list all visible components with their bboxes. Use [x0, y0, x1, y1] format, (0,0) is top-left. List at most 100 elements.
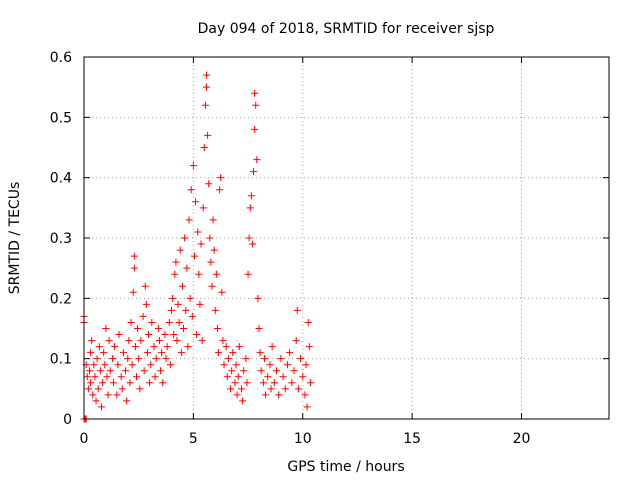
data-point — [155, 337, 163, 345]
data-point — [242, 355, 250, 363]
y-tick-labels: 0 0.1 0.2 0.3 0.4 0.5 0.6 — [50, 50, 72, 428]
data-point — [203, 71, 210, 79]
data-point — [93, 355, 101, 363]
data-point — [189, 162, 197, 170]
data-point — [297, 355, 305, 363]
data-point — [92, 397, 100, 405]
data-point — [105, 337, 113, 345]
data-point — [257, 367, 265, 375]
data-point — [131, 343, 139, 351]
data-point — [224, 355, 232, 363]
data-point — [306, 379, 314, 387]
data-point — [151, 373, 159, 381]
data-point — [96, 367, 104, 375]
data-point — [270, 379, 278, 387]
data-point — [201, 101, 209, 109]
data-point — [157, 367, 165, 375]
data-point — [239, 397, 247, 405]
data-point — [240, 367, 248, 375]
data-point — [196, 300, 204, 308]
data-point — [235, 343, 243, 351]
data-point — [252, 101, 260, 109]
data-point — [290, 367, 298, 375]
data-point — [222, 343, 230, 351]
data-point — [128, 361, 136, 369]
data-point — [206, 234, 214, 242]
data-point — [187, 186, 195, 194]
data-point — [108, 355, 116, 363]
data-point — [161, 331, 169, 339]
data-point — [171, 270, 179, 278]
data-point — [135, 355, 143, 363]
data-point — [286, 349, 294, 357]
data-point — [198, 337, 206, 345]
data-point — [89, 391, 97, 399]
data-point — [100, 349, 108, 357]
data-point — [205, 180, 213, 188]
data-point — [184, 343, 192, 351]
data-point — [254, 294, 262, 302]
data-point — [177, 349, 185, 357]
data-point — [188, 312, 196, 320]
scatter-points — [80, 71, 314, 423]
data-point — [119, 349, 127, 357]
data-point — [154, 325, 162, 332]
data-point — [85, 367, 93, 375]
data-point — [244, 270, 252, 278]
x-axis-label: GPS time / hours — [287, 459, 404, 475]
data-point — [103, 373, 111, 381]
data-point — [209, 216, 217, 224]
data-point — [145, 331, 153, 339]
data-point — [186, 294, 194, 302]
data-point — [268, 343, 276, 351]
data-point — [183, 264, 191, 272]
data-point — [101, 361, 109, 369]
data-point — [127, 318, 135, 326]
data-point — [260, 355, 268, 363]
y-tick-label: 0.3 — [50, 231, 72, 247]
data-point — [245, 234, 253, 242]
data-point — [90, 361, 98, 369]
y-tick-label: 0.5 — [50, 110, 72, 126]
data-point — [152, 355, 160, 363]
data-point — [304, 318, 312, 326]
data-point — [124, 355, 132, 363]
data-point — [292, 337, 300, 345]
data-point — [305, 343, 313, 351]
data-point — [247, 192, 255, 200]
data-point — [176, 246, 184, 254]
y-tick-label: 0 — [63, 412, 72, 428]
data-point — [195, 270, 203, 278]
data-point — [174, 300, 182, 308]
data-point — [281, 385, 289, 393]
data-point — [208, 282, 216, 290]
data-point — [143, 349, 151, 357]
data-point — [234, 373, 242, 381]
data-point — [273, 367, 280, 375]
data-point — [115, 331, 123, 339]
data-point — [87, 379, 95, 387]
data-point — [293, 306, 301, 314]
data-point — [139, 312, 147, 320]
data-point — [302, 361, 310, 369]
data-point — [277, 355, 285, 363]
y-tick-label: 0.2 — [50, 291, 72, 307]
data-point — [275, 391, 283, 399]
data-point — [194, 228, 202, 236]
data-point — [229, 349, 237, 357]
data-point — [83, 373, 91, 381]
axis-ticks — [83, 56, 609, 420]
data-point — [220, 361, 228, 369]
data-point — [114, 361, 122, 369]
data-point — [146, 379, 154, 387]
data-point — [193, 331, 201, 339]
data-point — [192, 198, 200, 206]
data-point — [199, 204, 207, 212]
plot-frame — [83, 56, 610, 420]
data-point — [158, 349, 166, 357]
data-point — [84, 385, 92, 393]
data-point — [213, 325, 221, 332]
grid-lines — [84, 57, 609, 419]
data-point — [182, 306, 190, 314]
data-point — [231, 379, 239, 387]
